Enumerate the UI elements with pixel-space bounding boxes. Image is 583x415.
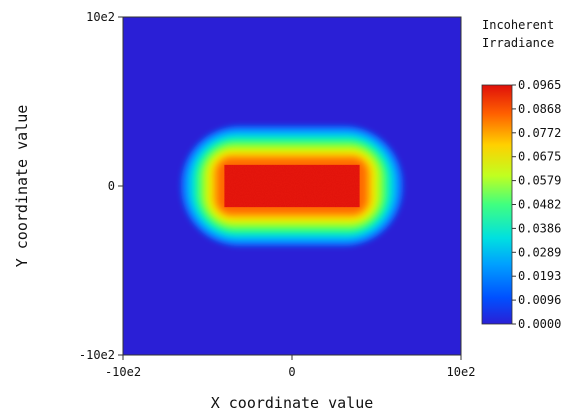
colorbar-tick-label: 0.0482 — [518, 198, 561, 212]
spot-core-speckle — [224, 164, 360, 208]
y-axis-label: Y coordinate value — [13, 105, 31, 268]
colorbar-tick-label: 0.0772 — [518, 126, 561, 140]
colorbar-tick-label: 0.0675 — [518, 150, 561, 164]
y-tick-label: 10e2 — [86, 10, 115, 24]
colorbar-title-line-1: Incoherent — [482, 18, 554, 32]
colorbar-tick-label: 0.0096 — [518, 293, 561, 307]
colorbar: Incoherent Irradiance 0.0965 0.0868 0.0772… — [481, 18, 561, 331]
y-axis-ticks: 10e2 0 -10e2 — [79, 10, 123, 362]
colorbar-gradient — [481, 84, 513, 325]
colorbar-title-line-2: Irradiance — [482, 36, 554, 50]
x-axis-label: X coordinate value — [211, 394, 374, 412]
colorbar-tick-label: 0.0193 — [518, 269, 561, 283]
x-tick-label: -10e2 — [105, 365, 141, 379]
x-axis-ticks: -10e2 0 10e2 — [105, 355, 476, 379]
y-tick-label: -10e2 — [79, 348, 115, 362]
colorbar-tick-label: 0.0289 — [518, 245, 561, 259]
x-tick-label: 10e2 — [447, 365, 476, 379]
colorbar-ticks: 0.0965 0.0868 0.0772 0.0675 0.0579 0.0482 0.03… — [512, 78, 561, 331]
y-tick-label: 0 — [108, 179, 115, 193]
colorbar-tick-label: 0.0579 — [518, 174, 561, 188]
colorbar-tick-label: 0.0868 — [518, 102, 561, 116]
x-tick-label: 0 — [288, 365, 295, 379]
colorbar-tick-label: 0.0386 — [518, 221, 561, 235]
plot-area — [122, 16, 462, 356]
colorbar-tick-label: 0.0965 — [518, 78, 561, 92]
irradiance-spot — [180, 125, 404, 247]
colorbar-tick-label: 0.0000 — [518, 317, 561, 331]
